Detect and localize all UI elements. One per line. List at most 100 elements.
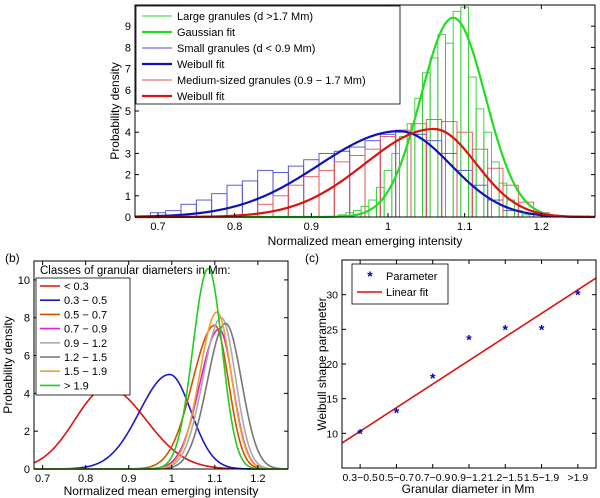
a-ytick-label: 1 — [125, 191, 131, 203]
b-legend: Classes of granular diameters in Mm: < 0… — [35, 265, 230, 396]
a-xtick-label: 0.8 — [227, 221, 242, 233]
a-hist-bar — [287, 165, 305, 218]
c-ytick-label: 25 — [326, 324, 338, 336]
a-y-axis-label: Probability density — [108, 62, 122, 159]
a-hist-bar — [410, 133, 427, 218]
c-xtick-label: 0.7−0.9 — [415, 472, 450, 484]
c-ytick-label: 30 — [326, 290, 338, 302]
c-legend-label: Parameter — [386, 271, 438, 283]
c-data-point: * — [357, 425, 363, 441]
a-xtick-label: 0.7 — [150, 221, 165, 233]
c-ytick-label: 10 — [326, 428, 338, 440]
panel-a-histogram: 0.7 0.8 0.9 1 1.1 1.2 0 1 2 3 4 5 6 7 8 9 Normalized me… — [108, 4, 596, 248]
a-legend-label: Large granules (d >1.7 Mm) — [177, 11, 313, 23]
a-hist-bar — [429, 57, 439, 218]
a-x-axis-label: Normalized mean emerging intensity — [268, 234, 463, 248]
b-y-axis-label: Probability density — [1, 316, 15, 413]
a-legend-label: Gaussian fit — [177, 27, 235, 39]
a-xtick-label: 1.2 — [534, 221, 549, 233]
a-legend: Large granules (d >1.7 Mm) Gaussian fit Sm… — [135, 5, 401, 105]
c-legend-label: Linear fit — [386, 287, 428, 299]
a-hist-bar — [287, 184, 305, 218]
a-hist-bar — [226, 184, 243, 218]
a-hist-bar — [195, 199, 213, 218]
a-legend-label: Small granules (d < 0.9 Mm) — [177, 43, 315, 55]
b-xtick-label: 1 — [169, 473, 175, 485]
c-data-point: * — [575, 287, 581, 303]
c-y-axis-label: Weibull shape parameter — [315, 297, 329, 430]
a-legend-label: Medium-sized granules (0.9 − 1.7 Mm) — [177, 75, 366, 87]
a-hist-bar — [333, 161, 351, 218]
a-ytick-label: 6 — [125, 85, 131, 97]
c-ticks: 0.3−0.5 0.5−0.7 0.7−0.9 0.9−1.2 1.2−1.5 1.5−1… — [326, 260, 596, 484]
a-legend-box — [135, 5, 401, 105]
b-ticks: 0.7 0.8 0.9 1 1.1 1.2 0 2 4 6 8 10 — [18, 261, 288, 485]
a-ytick-label: 0 — [125, 212, 131, 224]
a-ytick-label: 9 — [125, 21, 131, 33]
b-xtick-label: 0.7 — [35, 473, 50, 485]
c-x-axis-label: Granular diameter in Mm — [402, 482, 535, 496]
a-xtick-label: 1.1 — [457, 221, 472, 233]
a-hist-bar — [445, 42, 454, 218]
a-legend-label: Weibull fit — [177, 91, 224, 103]
c-ytick-label: 20 — [326, 359, 338, 371]
b-legend-label: 0.9 − 1.2 — [64, 338, 107, 350]
c-xtick-label: 0.9−1.2 — [451, 472, 486, 484]
a-hist-bar — [475, 108, 485, 218]
b-ytick-label: 6 — [24, 351, 30, 363]
a-ytick-label: 5 — [125, 106, 131, 118]
c-xtick-label: 0.5−0.7 — [379, 472, 414, 484]
b-legend-label: 0.3 − 0.5 — [64, 295, 107, 307]
c-data-point: * — [539, 321, 545, 337]
c-xtick-label: 0.3−0.5 — [342, 472, 377, 484]
b-xtick-label: 0.8 — [78, 473, 93, 485]
a-hist-bar — [395, 131, 412, 218]
c-legend-marker: * — [367, 268, 373, 284]
a-xtick-label: 1 — [385, 221, 391, 233]
b-legend-label: 1.2 − 1.5 — [64, 352, 107, 364]
c-data-point: * — [503, 321, 509, 337]
b-legend-label: 0.7 − 0.9 — [64, 324, 107, 336]
a-hist-bar — [364, 140, 381, 218]
a-hist-bar — [303, 159, 320, 218]
panel-label-c: (c) — [305, 251, 319, 265]
c-xtick-label: 1.2−1.5 — [488, 472, 523, 484]
a-ytick-label: 3 — [125, 148, 131, 160]
b-legend-box — [35, 277, 131, 396]
a-ytick-label: 7 — [125, 64, 131, 76]
a-hist-bar — [379, 135, 397, 218]
panel-b-distributions: 0.7 0.8 0.9 1 1.1 1.2 0 2 4 6 8 10 Normalized mean … — [1, 260, 289, 498]
b-xtick-label: 1.2 — [250, 473, 265, 485]
b-x-axis-label: Normalized mean emerging intensity — [64, 484, 259, 498]
b-ytick-label: 2 — [24, 426, 30, 438]
a-ytick-label: 2 — [125, 170, 131, 182]
b-xtick-label: 1.1 — [207, 473, 222, 485]
a-hist-bar — [471, 184, 489, 218]
a-hist-bar — [272, 195, 289, 218]
b-ytick-label: 0 — [24, 464, 30, 476]
c-xtick-label: >1.9 — [567, 472, 588, 484]
b-xtick-label: 0.9 — [121, 473, 136, 485]
a-hist-bar — [502, 210, 519, 218]
c-data-point: * — [466, 332, 472, 348]
c-linear-fit-line — [341, 277, 597, 444]
b-legend-label: 0.5 − 0.7 — [64, 309, 107, 321]
a-xtick-label: 0.9 — [304, 221, 319, 233]
panel-label-b: (b) — [5, 251, 20, 265]
c-legend-box — [351, 263, 449, 305]
b-ytick-label: 8 — [24, 313, 30, 325]
c-legend: * Parameter Linear fit — [351, 263, 449, 305]
b-ytick-label: 4 — [24, 388, 30, 400]
b-legend-label: 1.5 − 1.9 — [64, 366, 107, 378]
a-legend-label: Weibull fit — [177, 59, 224, 71]
c-data-point: * — [394, 405, 400, 421]
a-weibull-fit-line — [134, 130, 596, 219]
c-ytick-label: 15 — [326, 394, 338, 406]
b-legend-label: > 1.9 — [64, 380, 89, 392]
b-ytick-label: 10 — [18, 275, 30, 287]
a-ticks: 0.7 0.8 0.9 1 1.1 1.2 0 1 2 3 4 5 6 7 8 9 — [125, 5, 595, 233]
panel-c-scatter: * * * * * * * 0.3−0.5 0.5−0.7 0.7−0.9 0.9−1.2 1.2−… — [315, 259, 597, 496]
a-hist-bar — [425, 119, 443, 218]
a-ytick-label: 4 — [125, 127, 131, 139]
